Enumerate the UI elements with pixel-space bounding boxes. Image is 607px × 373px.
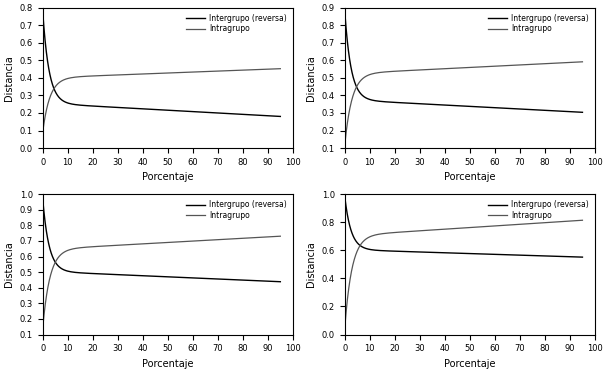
Intergrupo (reversa): [39, 9, 46, 13]
Intergrupo (reversa): [98, 104, 106, 109]
Intergrupo (reversa): [351, 79, 358, 83]
X-axis label: Porcentaje: Porcentaje: [444, 359, 496, 369]
Line: Intragrupo: Intragrupo: [42, 69, 280, 132]
Intergrupo (reversa): [184, 109, 191, 113]
Intragrupo: [277, 234, 284, 238]
Intragrupo: [401, 69, 408, 73]
Intragrupo: [87, 74, 95, 78]
Intragrupo: [351, 90, 358, 94]
Line: Intragrupo: Intragrupo: [345, 220, 583, 327]
Intragrupo: [87, 245, 95, 249]
Intragrupo: [579, 60, 586, 64]
Intragrupo: [184, 239, 191, 244]
Legend: Intergrupo (reversa), Intragrupo: Intergrupo (reversa), Intragrupo: [184, 198, 289, 222]
Intragrupo: [184, 70, 191, 75]
Intergrupo (reversa): [98, 272, 106, 276]
Intergrupo (reversa): [377, 99, 384, 104]
Intragrupo: [98, 244, 106, 248]
Intergrupo (reversa): [75, 270, 82, 275]
Line: Intergrupo (reversa): Intergrupo (reversa): [345, 197, 583, 257]
Intergrupo (reversa): [365, 97, 372, 101]
Intragrupo: [277, 66, 284, 71]
Intragrupo: [390, 231, 397, 235]
Intergrupo (reversa): [401, 101, 408, 105]
Intergrupo (reversa): [401, 249, 408, 254]
Y-axis label: Distancia: Distancia: [4, 55, 14, 101]
Y-axis label: Distancia: Distancia: [307, 55, 316, 101]
Intragrupo: [579, 218, 586, 222]
Intergrupo (reversa): [486, 105, 493, 110]
Intragrupo: [75, 75, 82, 79]
Intragrupo: [365, 235, 372, 240]
Intragrupo: [39, 326, 46, 330]
Intragrupo: [365, 73, 372, 77]
Intergrupo (reversa): [579, 255, 586, 259]
Intragrupo: [341, 325, 348, 330]
Intergrupo (reversa): [49, 81, 56, 86]
Y-axis label: Distancia: Distancia: [4, 241, 14, 287]
Intragrupo: [377, 232, 384, 236]
Intergrupo (reversa): [184, 275, 191, 280]
Intergrupo (reversa): [277, 114, 284, 119]
Intragrupo: [39, 130, 46, 135]
Intragrupo: [401, 230, 408, 234]
Legend: Intergrupo (reversa), Intragrupo: Intergrupo (reversa), Intragrupo: [184, 12, 289, 35]
X-axis label: Porcentaje: Porcentaje: [142, 359, 194, 369]
X-axis label: Porcentaje: Porcentaje: [444, 172, 496, 182]
Intergrupo (reversa): [390, 249, 397, 253]
Intergrupo (reversa): [377, 248, 384, 253]
Intergrupo (reversa): [365, 247, 372, 251]
Intergrupo (reversa): [63, 100, 70, 105]
Intragrupo: [49, 268, 56, 272]
Intragrupo: [486, 64, 493, 69]
Intergrupo (reversa): [87, 271, 95, 276]
Intergrupo (reversa): [87, 104, 95, 108]
Intragrupo: [390, 69, 397, 73]
Intergrupo (reversa): [49, 254, 56, 258]
Intergrupo (reversa): [486, 252, 493, 256]
Intragrupo: [75, 246, 82, 250]
Intergrupo (reversa): [351, 236, 358, 241]
Intragrupo: [351, 257, 358, 262]
Intergrupo (reversa): [75, 103, 82, 107]
Intragrupo: [486, 224, 493, 229]
Intergrupo (reversa): [341, 195, 348, 199]
Legend: Intergrupo (reversa), Intragrupo: Intergrupo (reversa), Intragrupo: [486, 198, 591, 222]
Line: Intergrupo (reversa): Intergrupo (reversa): [42, 11, 280, 116]
Legend: Intergrupo (reversa), Intragrupo: Intergrupo (reversa), Intragrupo: [486, 12, 591, 35]
Intergrupo (reversa): [63, 269, 70, 273]
Line: Intragrupo: Intragrupo: [42, 236, 280, 328]
Intragrupo: [63, 249, 70, 253]
Intergrupo (reversa): [390, 100, 397, 104]
X-axis label: Porcentaje: Porcentaje: [142, 172, 194, 182]
Intergrupo (reversa): [341, 10, 348, 14]
Intergrupo (reversa): [277, 279, 284, 284]
Line: Intergrupo (reversa): Intergrupo (reversa): [42, 199, 280, 282]
Y-axis label: Distancia: Distancia: [307, 241, 316, 287]
Intragrupo: [49, 90, 56, 94]
Intragrupo: [98, 73, 106, 78]
Line: Intergrupo (reversa): Intergrupo (reversa): [345, 12, 583, 112]
Intragrupo: [377, 70, 384, 75]
Intergrupo (reversa): [39, 197, 46, 201]
Line: Intragrupo: Intragrupo: [345, 62, 583, 145]
Intragrupo: [341, 142, 348, 147]
Intergrupo (reversa): [579, 110, 586, 115]
Intragrupo: [63, 77, 70, 81]
